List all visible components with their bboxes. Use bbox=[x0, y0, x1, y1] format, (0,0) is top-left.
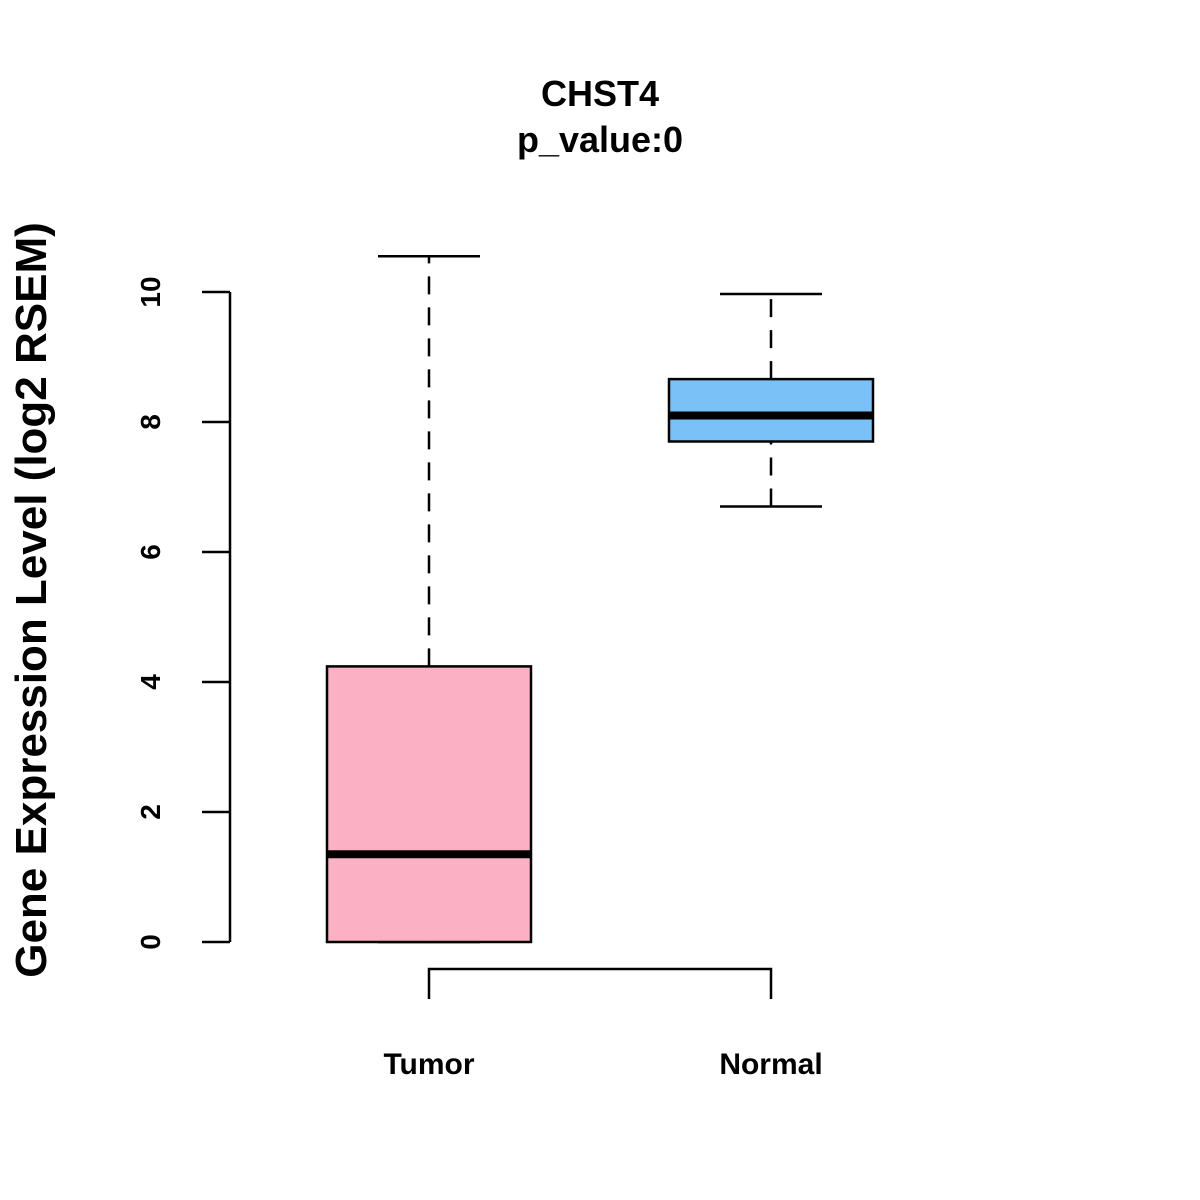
comparison-bracket bbox=[427, 967, 773, 999]
box-iqr bbox=[325, 665, 533, 944]
chart-title: CHST4 bbox=[541, 73, 659, 114]
y-tick-label: 4 bbox=[135, 674, 166, 690]
y-axis-label: Gene Expression Level (log2 RSEM) bbox=[7, 222, 56, 978]
x-axis-labels: Tumor Normal bbox=[383, 1048, 822, 1081]
y-tick-label: 2 bbox=[135, 804, 166, 820]
boxplot-series bbox=[325, 255, 875, 944]
x-label-tumor: Tumor bbox=[383, 1048, 474, 1081]
y-tick-label: 8 bbox=[135, 414, 166, 430]
y-axis: 0 2 4 6 8 10 bbox=[135, 276, 232, 950]
box-iqr bbox=[667, 377, 875, 443]
chart-subtitle: p_value:0 bbox=[517, 119, 683, 160]
y-tick-label: 0 bbox=[135, 934, 166, 950]
y-tick-label: 10 bbox=[135, 276, 166, 307]
box-tumor bbox=[325, 255, 533, 944]
x-label-normal: Normal bbox=[719, 1048, 822, 1081]
box-normal bbox=[667, 292, 875, 508]
bracket-line bbox=[427, 967, 773, 999]
y-tick-label: 6 bbox=[135, 544, 166, 560]
